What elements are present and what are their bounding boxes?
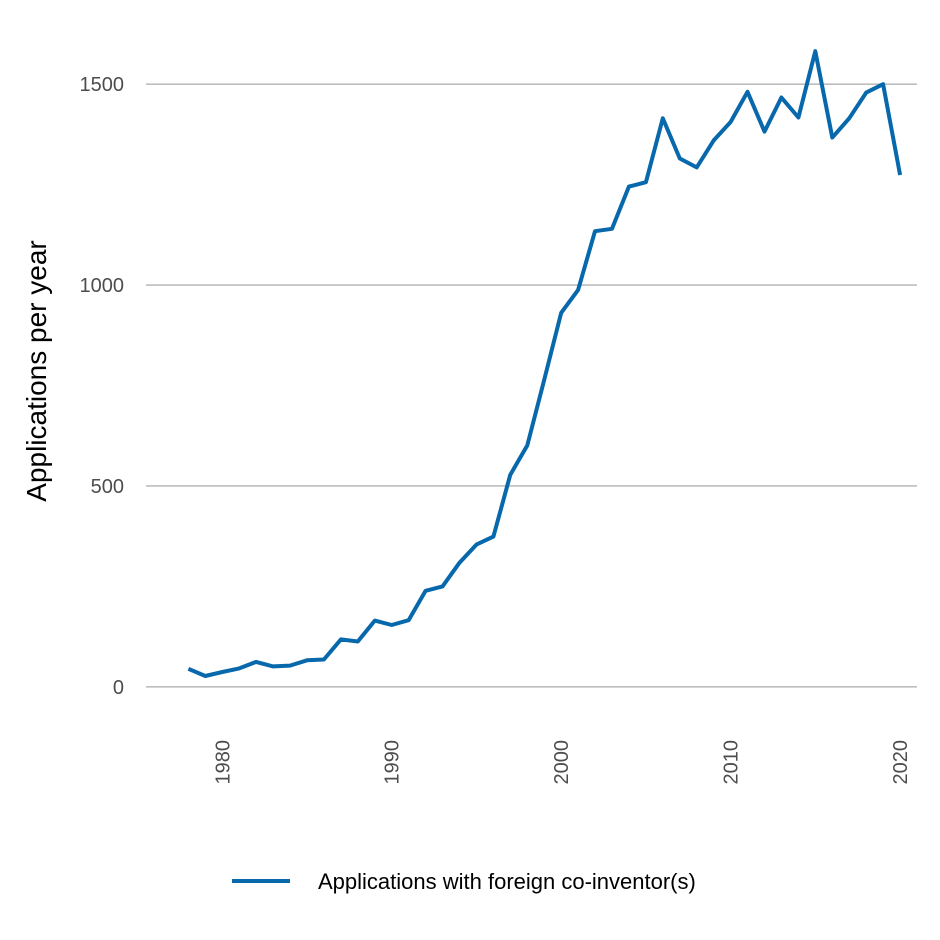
series-layer bbox=[187, 49, 903, 678]
y-axis-title: Applications per year bbox=[21, 240, 52, 501]
y-axis-tick-labels: 0 500 1000 1500 bbox=[80, 74, 125, 699]
series-line-0 bbox=[187, 49, 903, 678]
legend-label: Applications with foreign co-inventor(s) bbox=[318, 869, 696, 894]
x-axis-tick-labels: 1980 1990 2000 2010 2020 bbox=[212, 740, 912, 785]
x-tick-label: 2020 bbox=[890, 740, 912, 785]
x-tick-label: 2010 bbox=[721, 740, 743, 785]
x-tick-label: 1990 bbox=[382, 740, 404, 785]
legend: Applications with foreign co-inventor(s) bbox=[232, 869, 696, 894]
y-tick-label: 1500 bbox=[80, 74, 125, 96]
gridlines bbox=[146, 83, 917, 688]
x-tick-label: 2000 bbox=[551, 740, 573, 785]
x-tick-label: 1980 bbox=[212, 740, 234, 785]
y-tick-label: 0 bbox=[113, 677, 124, 699]
y-tick-label: 1000 bbox=[80, 275, 125, 297]
y-tick-label: 500 bbox=[91, 476, 124, 498]
